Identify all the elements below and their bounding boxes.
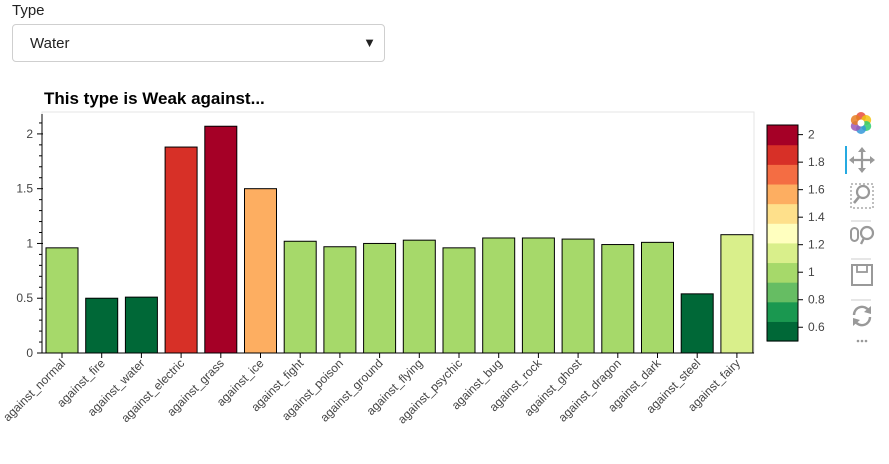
bar-against-water (124, 296, 158, 354)
chart-title: This type is Weak against... (44, 89, 265, 108)
bar-against-bug (482, 237, 516, 354)
bokeh-logo-icon[interactable] (845, 108, 879, 140)
bar-against-ice (244, 188, 277, 354)
bar-against-dark (641, 241, 674, 354)
colorbar-segment (767, 144, 798, 165)
bar-against-flying (402, 239, 436, 354)
colorbar-segment (767, 242, 798, 264)
colorbar-segment (767, 223, 798, 244)
x-axis: against_normalagainst_fireagainst_watera… (0, 352, 754, 427)
bars-group (45, 125, 754, 354)
colorbar-tick-label: 1.6 (808, 183, 825, 197)
colorbar-segment (767, 203, 798, 224)
chevron-down-icon: ▼ (363, 35, 376, 50)
bar-against-rock (521, 237, 555, 354)
colorbar-segment (767, 164, 798, 185)
bar-against-ground (363, 242, 397, 354)
bar-against-ghost (561, 238, 595, 354)
bar-against-fire (85, 297, 119, 354)
pan-icon[interactable] (845, 144, 879, 176)
y-tick-label: 1.5 (16, 182, 33, 196)
colorbar-tick-label: 0.8 (808, 293, 825, 307)
colorbar-segment (767, 321, 798, 342)
y-tick-label: 0 (26, 346, 33, 360)
toolbar (845, 108, 879, 358)
more-icon[interactable] (845, 332, 879, 350)
colorbar-segment (767, 125, 798, 146)
colorbar-tick-label: 0.6 (808, 320, 825, 334)
y-axis: 0 0.5 1 1.5 2 (16, 114, 43, 360)
bar-against-fairy (720, 234, 754, 354)
y-tick-label: 2 (26, 127, 33, 141)
type-label: Type (12, 2, 45, 19)
colorbar: 0.6 0.8 1 1.2 1.4 1.6 1.8 2 (766, 124, 825, 342)
x-tick-label: against_normal (0, 356, 68, 424)
bar-against-poison (323, 246, 357, 354)
bar-against-grass (204, 125, 238, 354)
colorbar-segment (767, 183, 798, 205)
colorbar-tick-label: 1.8 (808, 155, 825, 169)
colorbar-tick-label: 1.2 (808, 238, 825, 252)
colorbar-tick-label: 1.4 (808, 210, 825, 224)
bar-against-fight (283, 240, 317, 354)
bar-against-normal (45, 247, 79, 354)
wheel-zoom-icon[interactable] (845, 218, 879, 250)
bar-chart: This type is Weak against... 0 0.5 1 1.5 2 a… (0, 89, 825, 427)
colorbar-segment (767, 282, 798, 303)
bar-against-steel (680, 293, 714, 354)
reset-icon[interactable] (845, 298, 879, 330)
y-tick-label: 0.5 (16, 291, 33, 305)
type-select[interactable]: Water ▼ (12, 24, 385, 62)
colorbar-tick-label: 2 (808, 128, 815, 142)
bar-against-electric (164, 146, 198, 354)
colorbar-frame (766, 124, 799, 342)
colorbar-tick-label: 1 (808, 265, 815, 279)
colorbar-segment (767, 262, 798, 283)
type-select-value: Water (30, 35, 70, 52)
bar-against-psychic (442, 247, 476, 354)
y-tick-label: 1 (26, 236, 33, 250)
colorbar-segment (767, 301, 798, 322)
save-icon[interactable] (845, 256, 879, 288)
bar-against-dragon (601, 244, 635, 354)
box-zoom-icon[interactable] (845, 180, 879, 212)
